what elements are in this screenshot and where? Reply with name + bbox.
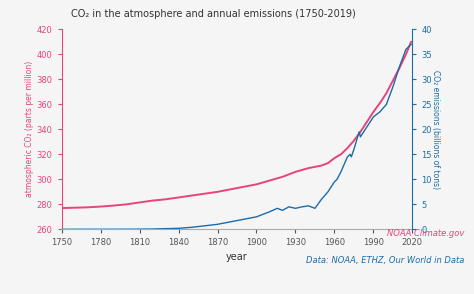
Text: NOAA Climate.gov: NOAA Climate.gov <box>387 229 465 238</box>
Text: Data: NOAA, ETHZ, Our World in Data: Data: NOAA, ETHZ, Our World in Data <box>306 255 465 265</box>
X-axis label: year: year <box>226 251 248 262</box>
Y-axis label: CO₂ emissions (billions of tons): CO₂ emissions (billions of tons) <box>431 70 440 189</box>
Y-axis label: atmospheric CO₂ (parts per million): atmospheric CO₂ (parts per million) <box>25 61 34 198</box>
Text: CO₂ in the atmosphere and annual emissions (1750-2019): CO₂ in the atmosphere and annual emissio… <box>71 9 356 19</box>
